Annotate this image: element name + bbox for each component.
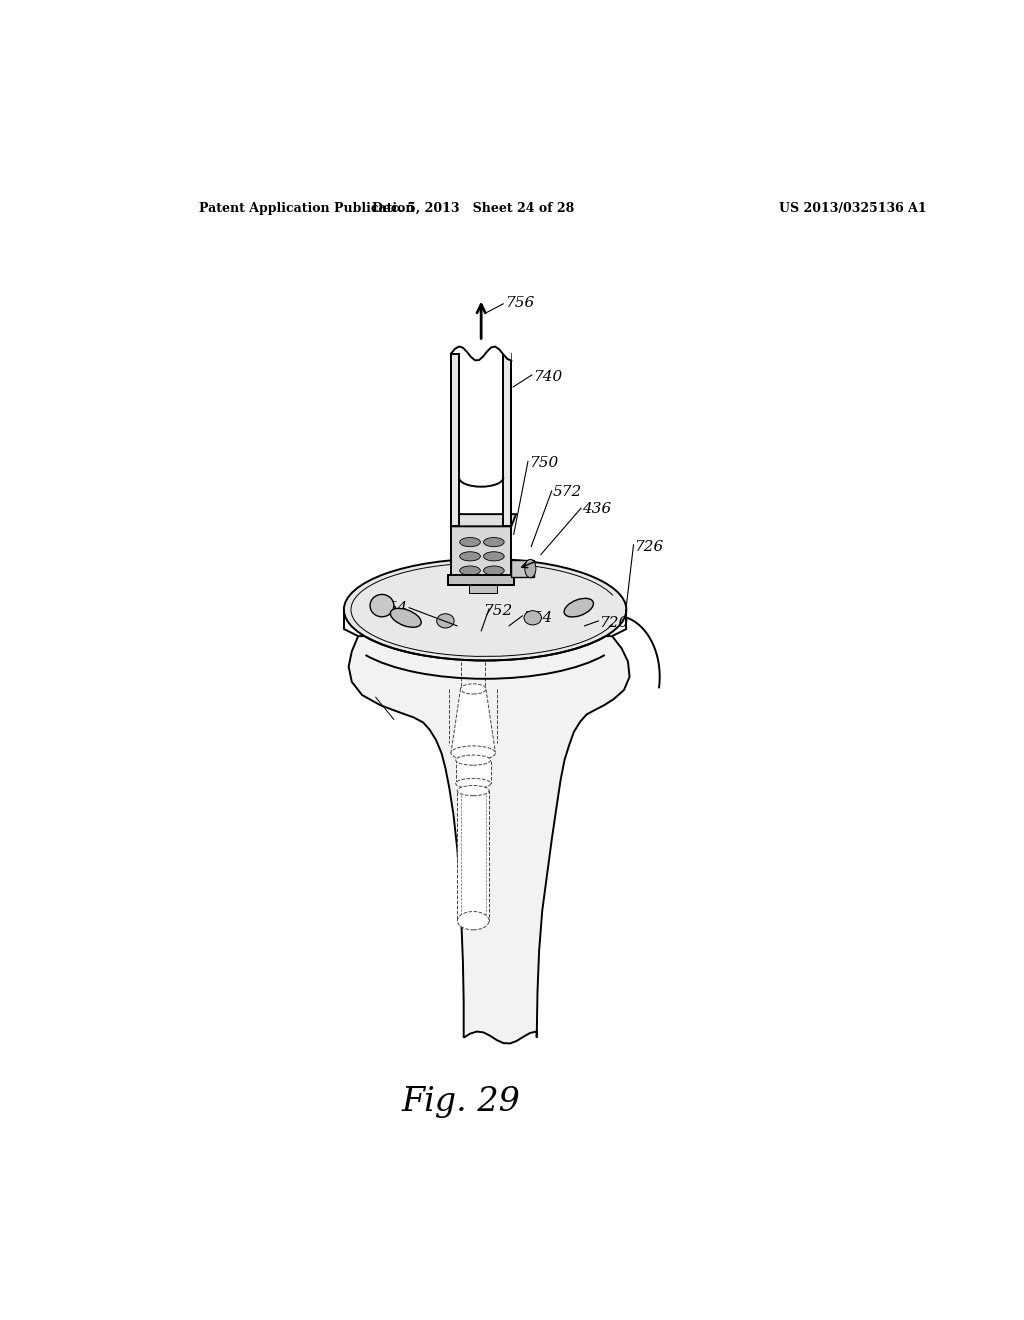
Polygon shape [451,527,511,585]
Text: 726: 726 [634,540,664,553]
Text: 436: 436 [582,502,611,516]
Polygon shape [504,354,511,527]
Ellipse shape [483,537,504,546]
Ellipse shape [456,779,490,788]
Ellipse shape [458,912,489,929]
Polygon shape [348,636,630,1043]
Polygon shape [459,354,504,478]
Ellipse shape [390,609,421,627]
Text: 740: 740 [532,370,562,384]
Ellipse shape [460,537,480,546]
Ellipse shape [564,598,594,616]
Text: 752: 752 [482,603,512,618]
Ellipse shape [483,552,504,561]
Ellipse shape [344,558,627,660]
Ellipse shape [524,560,536,578]
Ellipse shape [456,755,490,766]
Text: 754: 754 [378,601,408,615]
Ellipse shape [460,566,480,576]
Ellipse shape [461,684,486,694]
Polygon shape [451,354,459,527]
Text: 572: 572 [553,484,582,499]
Polygon shape [458,791,489,921]
Ellipse shape [370,594,394,616]
Ellipse shape [458,785,489,796]
Polygon shape [456,760,490,784]
Text: 754: 754 [523,611,553,624]
Ellipse shape [451,746,496,760]
Text: 756: 756 [505,296,535,310]
Text: Patent Application Publication: Patent Application Publication [200,202,415,215]
Polygon shape [447,576,514,585]
Polygon shape [451,689,496,752]
Text: Fig. 29: Fig. 29 [401,1085,521,1118]
Ellipse shape [483,566,504,576]
Text: 720: 720 [599,616,629,630]
Ellipse shape [524,611,542,624]
Ellipse shape [436,614,455,628]
Polygon shape [511,560,534,577]
Text: US 2013/0325136 A1: US 2013/0325136 A1 [778,202,927,215]
Ellipse shape [460,552,480,561]
Text: 750: 750 [528,457,558,470]
Polygon shape [451,515,516,527]
Polygon shape [469,585,497,594]
Text: Dec. 5, 2013   Sheet 24 of 28: Dec. 5, 2013 Sheet 24 of 28 [372,202,574,215]
Polygon shape [451,333,511,360]
